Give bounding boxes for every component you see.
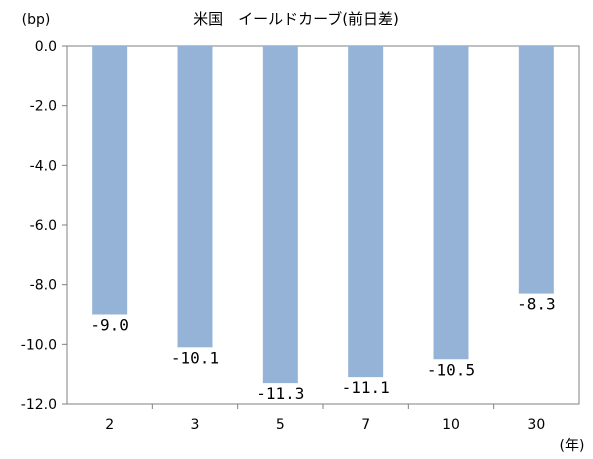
- data-label: -8.3: [517, 295, 556, 314]
- y-tick-label: -12.0: [21, 397, 57, 413]
- y-tick-label: -8.0: [30, 278, 57, 294]
- x-tick-label: 30: [527, 417, 545, 433]
- plot-area-frame: [66, 45, 580, 405]
- x-tick-label: 10: [442, 417, 460, 433]
- y-axis-unit-label: (bp): [22, 12, 51, 28]
- x-tick-label: 3: [191, 417, 200, 433]
- bar-7: [348, 46, 384, 378]
- data-label: -9.0: [90, 316, 129, 335]
- y-tick-label: -6.0: [30, 218, 57, 234]
- chart-title: 米国 イールドカーブ(前日差): [193, 10, 399, 28]
- data-labels-layer: -9.0 -10.1 -11.3 -11.1 -10.5 -8.3: [90, 295, 555, 404]
- bar-30: [518, 46, 554, 294]
- y-tick-label: 0.0: [35, 39, 57, 55]
- data-label: -11.1: [342, 378, 390, 397]
- x-tick-label: 2: [105, 417, 114, 433]
- x-labels-layer: 2 3 5 7 10 30: [105, 404, 545, 433]
- bar-10: [433, 46, 469, 360]
- bar-3: [177, 46, 213, 348]
- bar-2: [92, 46, 128, 315]
- y-tick-label: -2.0: [30, 99, 57, 115]
- bar-5: [262, 46, 298, 384]
- y-tick-label: -4.0: [30, 158, 57, 174]
- data-label: -10.5: [427, 360, 475, 379]
- y-tick-label: -10.0: [21, 337, 57, 353]
- x-tick-label: 7: [361, 417, 370, 433]
- x-axis-unit-label: (年): [560, 438, 585, 454]
- y-ticks-layer: 0.0 -2.0 -4.0 -6.0 -8.0 -10.0 -12.0: [21, 39, 67, 413]
- data-label: -11.3: [256, 384, 304, 403]
- data-label: -10.1: [171, 348, 219, 367]
- x-tick-label: 5: [276, 417, 285, 433]
- bars-layer: [92, 46, 554, 384]
